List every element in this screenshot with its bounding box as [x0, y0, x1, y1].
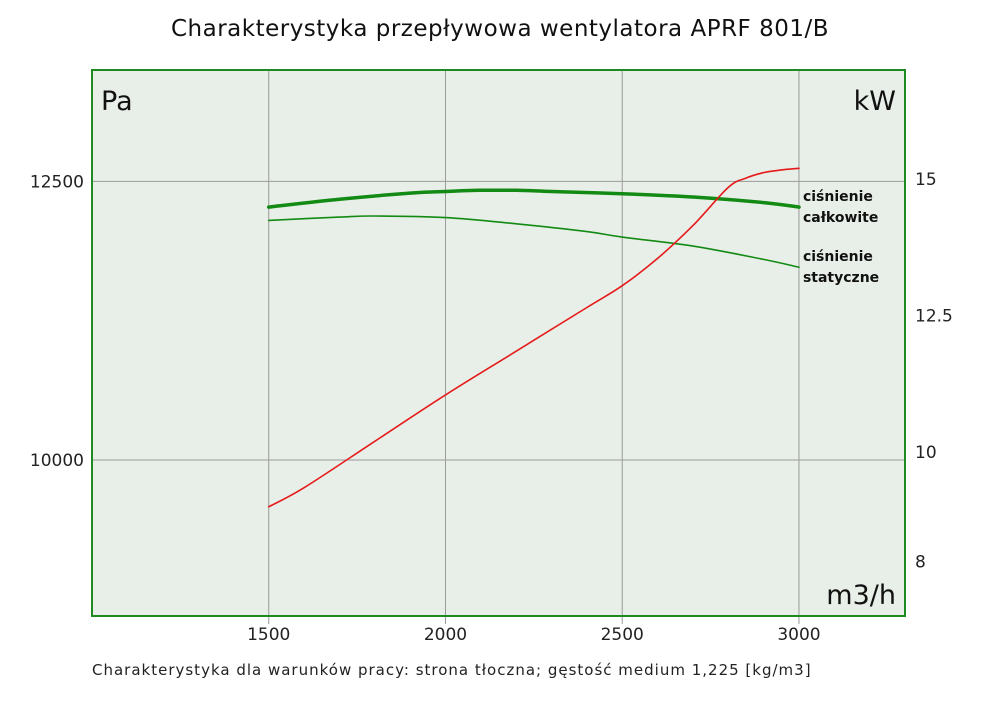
chart-title: Charakterystyka przepływowa wentylatora …	[170, 16, 830, 42]
plot-frame	[91, 69, 906, 617]
annotations: ciśnienie całkowite ciśnienie statyczne	[803, 189, 879, 286]
x-tick-label-3000: 3000	[777, 625, 820, 645]
x-tick-label-2000: 2000	[424, 625, 467, 645]
tick-labels: 1500 2000 2500 3000 10000 12500 8 10 12.5 15	[30, 170, 953, 645]
series-line-2	[267, 167, 800, 508]
annotation-1-line-0: ciśnienie	[803, 249, 873, 265]
y-axis-right-label: kW	[854, 86, 896, 117]
annotation-0-line-0: ciśnienie	[803, 189, 873, 205]
y-left-tick-label-10000: 10000	[30, 451, 84, 471]
grid-lines	[92, 70, 905, 624]
annotation-0-line-1: całkowite	[803, 210, 878, 226]
chart-footnote: Charakterystyka dla warunków pracy: stro…	[92, 661, 812, 679]
annotation-1-line-1: statyczne	[803, 270, 879, 286]
y-right-tick-label-1: 10	[915, 443, 937, 463]
plot-background	[92, 70, 905, 616]
series-line-0	[266, 188, 801, 209]
y-left-tick-label-12500: 12500	[30, 172, 84, 192]
y-right-tick-label-2: 12.5	[915, 307, 953, 327]
series-layer	[266, 167, 801, 508]
x-tick-label-2500: 2500	[601, 625, 644, 645]
y-right-tick-label-3: 15	[915, 170, 937, 190]
y-axis-left-label: Pa	[101, 86, 133, 117]
x-axis-label: m3/h	[826, 580, 896, 611]
y-right-tick-label-0: 8	[915, 552, 926, 572]
x-tick-label-1500: 1500	[247, 625, 290, 645]
series-line-1	[267, 215, 800, 268]
